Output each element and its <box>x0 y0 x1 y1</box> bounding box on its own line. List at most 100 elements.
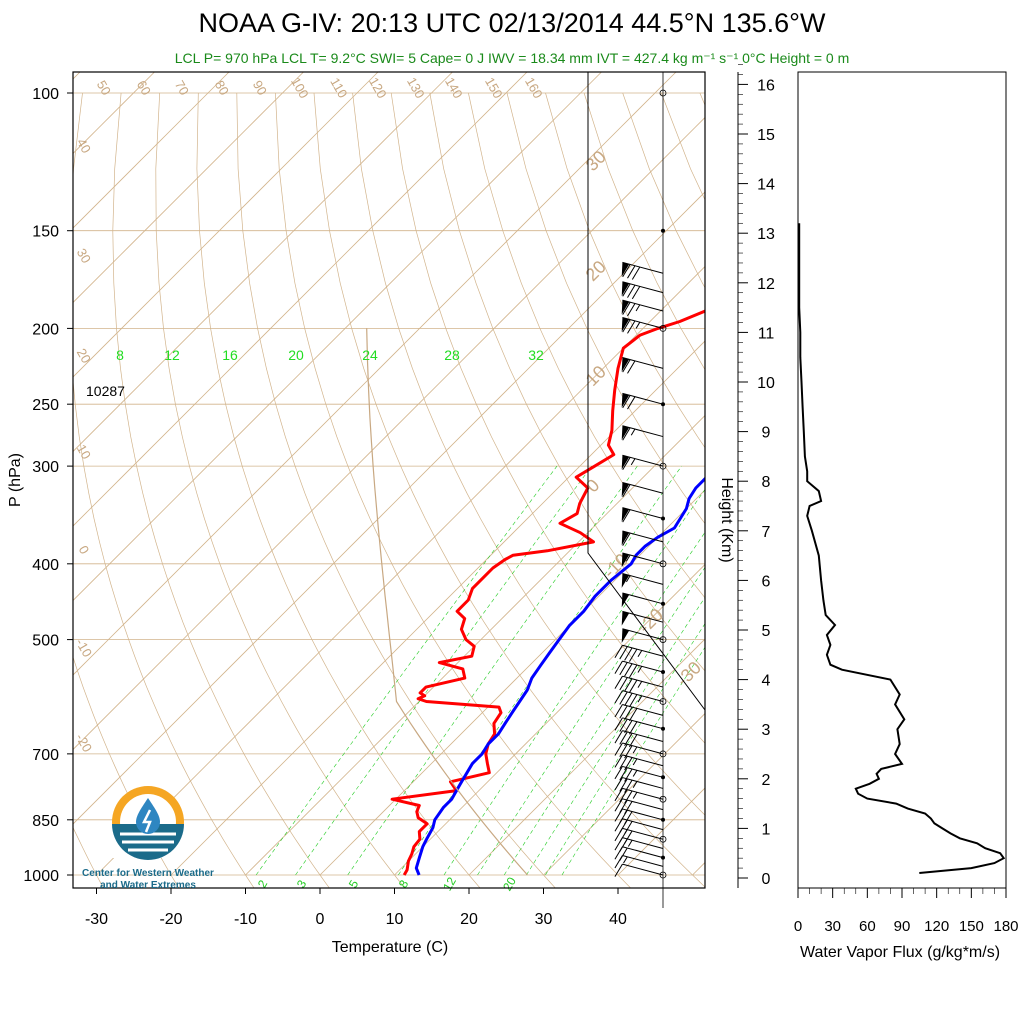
cw3e-logo: Center for Western Weather and Water Ext… <box>68 780 228 895</box>
wind-barb-staff <box>622 717 664 730</box>
wind-barb-flag <box>621 357 630 372</box>
pressure-tick-label: 1000 <box>23 868 59 885</box>
wind-barb <box>614 777 664 793</box>
wind-barb-half <box>637 666 643 673</box>
wind-barb <box>614 717 664 735</box>
isotherm-line <box>0 72 6 875</box>
wind-barb-full <box>614 863 623 877</box>
skew-frame-outline <box>72 71 706 889</box>
side-isotherm-label: 20 <box>582 257 610 285</box>
wind-barb-flag <box>621 300 630 315</box>
wind-barb-staff <box>622 425 664 438</box>
wind-barb-staff <box>622 730 664 742</box>
height-tick-label: 15 <box>757 127 775 144</box>
wind-barb-full <box>619 691 628 705</box>
wind-barb <box>621 481 664 498</box>
wind-barb-full <box>627 396 636 410</box>
wind-barb-full <box>622 532 631 546</box>
temperature-trace <box>390 309 705 876</box>
wind-barb <box>614 690 664 708</box>
wind-barb <box>621 299 664 317</box>
wind-barb-full <box>619 847 628 861</box>
wind-barb-full <box>619 767 628 781</box>
isotherm-line <box>73 72 602 602</box>
wind-barb-staff <box>622 855 664 867</box>
isotherm-label: 130 <box>404 75 428 101</box>
wind-barb-full <box>619 789 628 803</box>
isotherm-label: 10 <box>74 442 94 462</box>
wind-barb <box>621 507 664 523</box>
pressure-tick-label: 150 <box>32 224 59 241</box>
wind-level-marker <box>659 698 667 705</box>
mixing-ratio-line <box>398 465 682 876</box>
wind-barb-full <box>622 484 631 498</box>
wind-barb-full <box>622 457 631 471</box>
height-tick-label: 16 <box>757 77 775 94</box>
wind-barb-flag <box>621 425 630 440</box>
wind-barb-full <box>624 745 633 759</box>
wind-barb-full <box>614 798 623 812</box>
mixing-ratio-label: 20 <box>500 874 519 893</box>
wind-barb-half <box>630 458 636 466</box>
wind-barb-full <box>614 788 623 802</box>
temperature-tick-label: -10 <box>234 911 257 928</box>
flux-trace <box>798 223 1006 874</box>
wind-barb-flag <box>621 482 630 497</box>
wind-barb-full <box>622 509 631 523</box>
wind-barb-half <box>632 781 638 788</box>
flux-plot-border <box>797 71 1007 889</box>
wind-barb <box>621 454 664 471</box>
wind-barb-full <box>622 301 631 315</box>
flux-tick-label: 150 <box>959 918 984 935</box>
isotherm-label: 80 <box>212 78 232 98</box>
mixing-ratio-label: 12 <box>164 347 180 363</box>
wind-level-marker <box>659 560 667 568</box>
dry-adiabat <box>73 92 255 888</box>
cw3e-logo-icon <box>112 786 184 860</box>
pressure-tick-label: 700 <box>32 747 59 764</box>
wind-barb-full <box>619 799 628 813</box>
wind-barb-full <box>614 754 623 768</box>
dry-adiabat <box>352 92 705 816</box>
wind-barb-flag <box>621 552 630 568</box>
chart-subtitle: LCL P= 970 hPa LCL T= 9.2°C SWI= 5 Cape=… <box>174 50 850 66</box>
wind-barb-half <box>632 746 638 754</box>
wind-barb-full <box>614 730 623 744</box>
mixing-ratio-label: 8 <box>116 347 124 363</box>
wind-barb <box>614 863 664 877</box>
wind-barb-staff <box>622 846 664 859</box>
wind-barb-half <box>627 839 633 847</box>
wind-barb-flag <box>621 592 630 608</box>
flux-tick-label: 120 <box>924 918 949 935</box>
temperature-tick-label: -30 <box>85 911 108 928</box>
wind-barb <box>614 660 664 678</box>
wind-barb-full <box>619 778 628 792</box>
wind-barb-full <box>614 690 623 704</box>
isotherm-line <box>245 414 705 876</box>
side-isotherm-label: -20 <box>634 604 667 637</box>
isotherm-label: 90 <box>250 78 270 98</box>
dry-adiabat <box>73 826 104 888</box>
dry-adiabat <box>545 92 705 449</box>
height-tick-label: 6 <box>762 573 771 590</box>
mixing-ratio-line <box>347 465 638 876</box>
wind-barb-full <box>629 734 638 748</box>
wind-barb-staff <box>622 704 664 716</box>
isotherm-label: 160 <box>522 75 546 101</box>
wind-barb <box>621 592 664 608</box>
isotherm-line <box>73 191 705 825</box>
isotherm-label: 110 <box>327 75 350 100</box>
isotherm-label: 50 <box>94 78 114 98</box>
wind-barb-staff <box>622 863 664 876</box>
wind-barb-half <box>635 304 641 312</box>
mixing-ratio-label: 24 <box>362 347 378 363</box>
cw3e-logo-text: Center for Western Weather and Water Ext… <box>68 868 228 892</box>
wind-barb-half <box>637 695 643 703</box>
wind-level-marker <box>659 795 667 803</box>
wind-barb-full <box>624 692 633 706</box>
height-tick-label: 13 <box>757 226 775 243</box>
flux-tick-label: 180 <box>993 918 1018 935</box>
height-tick-label: 0 <box>762 871 771 888</box>
wind-barb-staff <box>622 392 664 405</box>
wind-barb-flag <box>621 507 630 522</box>
